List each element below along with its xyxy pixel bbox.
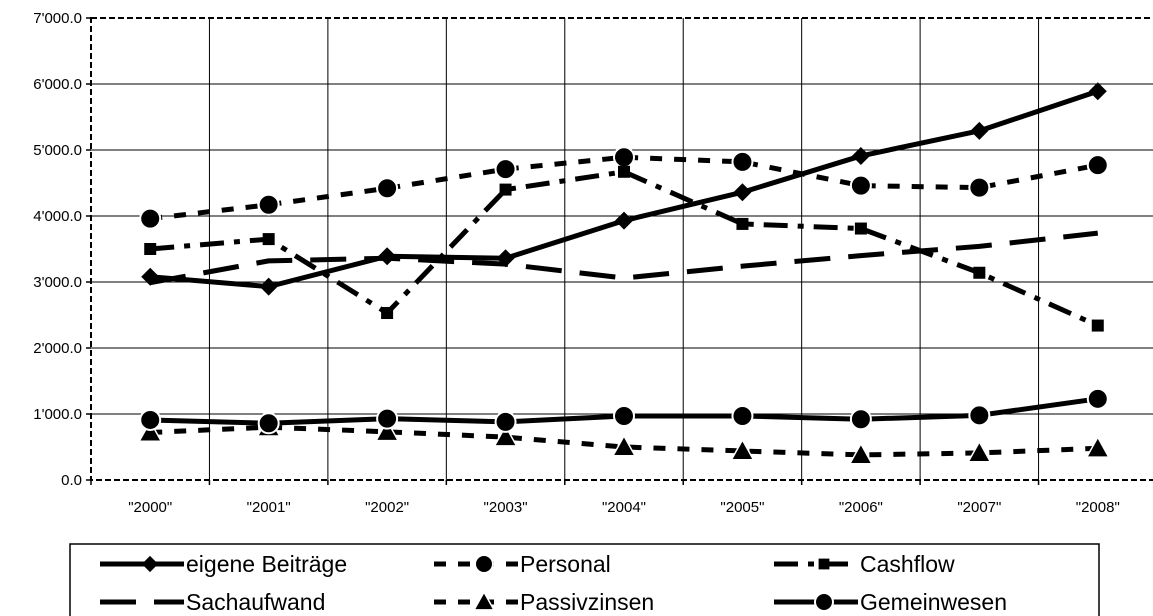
data-point-marker [973,266,986,279]
data-point-marker [968,176,991,199]
data-point-marker [854,222,867,235]
data-point-marker [496,249,515,268]
series-line-2 [150,169,1099,328]
data-point-marker [848,442,874,465]
x-tick-label: "2000" [128,499,172,516]
data-point-marker [1088,82,1107,101]
x-tick-label: "2001" [247,499,291,516]
data-point-marker [611,434,637,457]
legend-label: eigene Beiträge [186,551,347,577]
data-point-marker [849,174,872,197]
data-point-marker [613,146,635,169]
data-point-marker [141,267,160,286]
y-tick-label: 5'000.0 [33,142,82,159]
data-point-marker [376,177,399,200]
data-point-marker [615,211,633,230]
data-point-marker [1091,319,1104,332]
legend: eigene Beiträge Personal Cashflow Sachaufwa… [69,543,1100,616]
y-tick-label: 0.0 [61,472,82,489]
legend-label: Gemeinwesen [860,589,1007,615]
plot-border [90,17,1153,481]
x-tick-label: "2003" [484,499,528,516]
data-point-marker [137,419,163,443]
data-point-marker [144,243,157,255]
data-point-marker [736,217,749,230]
x-tick-label: "2007" [957,499,1001,516]
data-point-marker [381,307,394,320]
data-point-marker [1086,154,1109,177]
y-tick-label: 6'000.0 [33,76,82,93]
data-point-marker [967,440,992,463]
data-point-marker [731,404,754,427]
legend-swatch-marker [141,555,159,573]
y-axis: 0.0 1'000.0 2'000.0 3'000.0 4'000.0 5'000.0 6'… [33,10,91,489]
x-axis: "2000" "2001" "2002" "2003" "2004" "2005" "200… [90,480,1120,516]
y-tick-label: 4'000.0 [33,208,82,225]
data-point-marker [139,207,162,230]
data-point-marker [968,404,991,427]
data-point-marker [851,146,870,165]
x-tick-label: "2002" [365,499,409,516]
data-point-marker [1085,435,1111,458]
data-point-marker [618,165,630,178]
legend-swatch-marker [474,554,494,574]
data-point-marker [730,438,755,461]
legend-label: Passivzinsen [520,589,654,615]
x-tick-label: "2006" [839,499,883,516]
y-tick-label: 7'000.0 [33,10,82,27]
data-point-marker [493,424,518,447]
data-point-marker [262,233,275,246]
data-point-marker [1086,387,1109,410]
data-point-marker [257,193,280,216]
y-tick-label: 3'000.0 [33,274,82,291]
data-point-marker [499,183,512,196]
y-tick-label: 2'000.0 [33,340,82,357]
x-tick-label: "2008" [1076,499,1120,516]
plot-area: 0.0 1'000.0 2'000.0 3'000.0 4'000.0 5'000.0 6'… [33,10,1153,516]
legend-swatch-marker [472,590,496,611]
legend-box [69,543,1100,616]
x-tick-label: "2005" [720,499,764,516]
legend-label: Sachaufwand [186,589,325,615]
data-point-marker [613,404,635,427]
data-point-marker [376,407,399,430]
data-point-marker [494,158,517,181]
data-point-marker [970,121,989,140]
data-point-marker [257,412,280,435]
series-markers [137,82,1111,465]
data-point-marker [494,410,517,433]
legend-swatch-marker [814,592,834,612]
data-point-marker [731,150,754,173]
series-line-1 [149,154,1099,222]
data-point-marker [849,408,872,431]
legend-label: Personal [520,551,611,577]
y-tick-label: 1'000.0 [33,406,82,423]
data-point-marker [733,183,752,202]
legend-swatch-marker [818,558,830,570]
x-tick-label: "2004" [602,499,646,516]
legend-label: Cashflow [860,551,955,577]
data-point-marker [259,277,278,296]
data-point-marker [139,408,162,431]
data-point-marker [378,247,397,266]
data-point-marker [374,419,400,442]
